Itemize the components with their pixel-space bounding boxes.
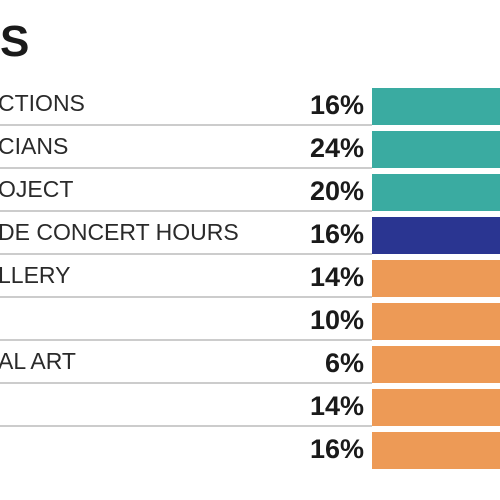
category-label-2: CIANS (0, 133, 68, 159)
bars (372, 88, 500, 469)
bar-9 (372, 432, 500, 469)
value-label-2: 24% (310, 133, 364, 163)
value-label-5: 14% (310, 262, 364, 292)
category-label-5: LLERY (0, 262, 70, 288)
category-label-4: DE CONCERT HOURS (0, 219, 239, 245)
chart-title: S (0, 17, 30, 66)
category-label-1: CTIONS (0, 90, 85, 116)
row-dividers (0, 124, 372, 427)
bar-6 (372, 303, 500, 340)
category-label-7: AL ART (0, 348, 76, 374)
bar-1 (372, 88, 500, 125)
category-label-3: OJECT (0, 176, 73, 202)
value-label-3: 20% (310, 176, 364, 206)
value-label-6: 10% (310, 305, 364, 335)
value-label-7: 6% (325, 348, 364, 378)
value-label-8: 14% (310, 391, 364, 421)
value-label-1: 16% (310, 90, 364, 120)
value-label-9: 16% (310, 434, 364, 464)
category-labels: CTIONS CIANS OJECT DE CONCERT HOURS LLERY AL … (0, 90, 239, 374)
bar-7 (372, 346, 500, 383)
bar-3 (372, 174, 500, 211)
value-labels: 16% 24% 20% 16% 14% 10% 6% 14% 16% (310, 90, 364, 464)
bar-8 (372, 389, 500, 426)
bar-2 (372, 131, 500, 168)
value-label-4: 16% (310, 219, 364, 249)
bar-5 (372, 260, 500, 297)
bar-4 (372, 217, 500, 254)
